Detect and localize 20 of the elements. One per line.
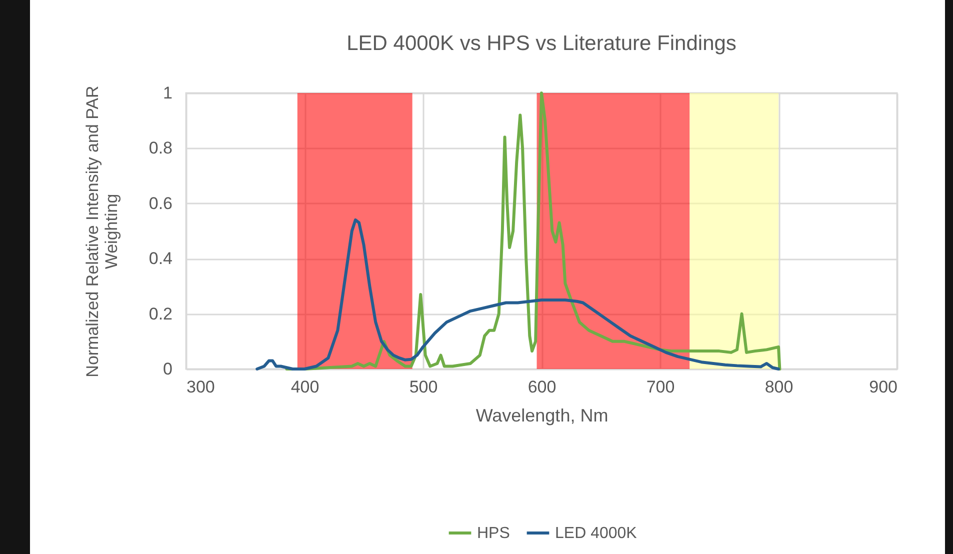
legend-label: HPS [477,525,510,542]
x-tick-label: 400 [290,378,320,396]
y-tick-label: 0.6 [148,194,172,213]
line-series [285,92,782,370]
legend-label: LED 4000K [555,525,638,542]
y-tick-label: 0.8 [148,138,172,158]
x-tick-label: 900 [869,378,898,396]
x-tick-label: 500 [409,378,438,396]
x-tick-label: 700 [646,378,675,396]
line-series [256,218,780,370]
x-tick-label: 300 [186,378,215,396]
x-axis-title: Wavelength, Nm [476,406,608,426]
y-axis-title: Normalized Relative Intensity and PAR Weighting [82,86,121,378]
chart-title: LED 4000K vs HPS vs Literature Findings [346,32,736,55]
y-tick-label: 1 [163,84,172,102]
y-tick-label: 0.2 [148,304,172,324]
x-tick-label: 800 [764,378,794,396]
x-tick-label: 600 [528,378,556,396]
y-tick-label: 0.4 [148,249,172,268]
y-tick-label: 0 [163,360,172,378]
